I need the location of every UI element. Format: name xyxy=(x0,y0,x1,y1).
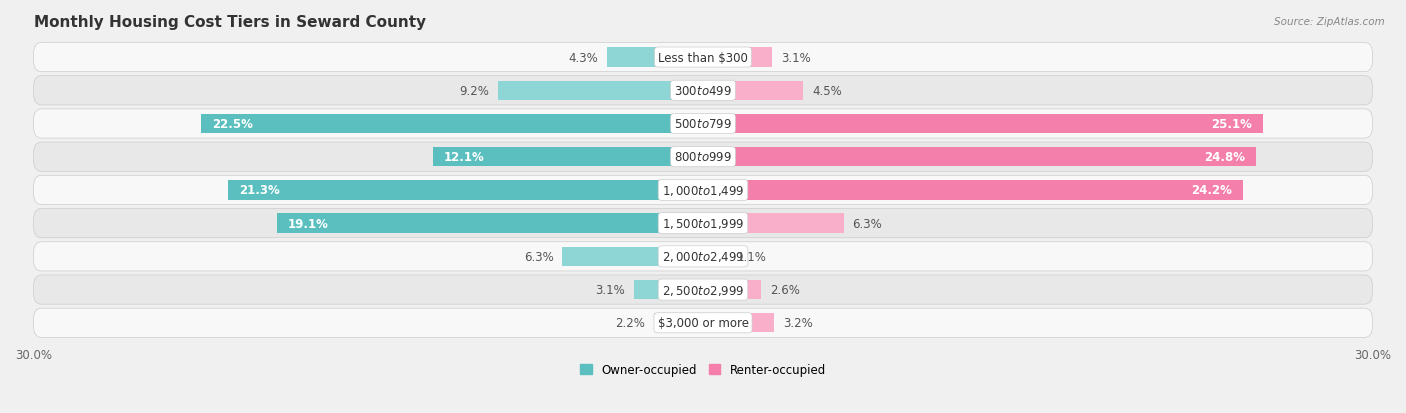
FancyBboxPatch shape xyxy=(34,209,1372,238)
Text: 19.1%: 19.1% xyxy=(288,217,329,230)
Bar xyxy=(607,48,703,67)
Bar xyxy=(703,48,772,67)
Text: 3.1%: 3.1% xyxy=(782,51,811,64)
Text: $800 to $999: $800 to $999 xyxy=(673,151,733,164)
Bar xyxy=(703,214,844,233)
FancyBboxPatch shape xyxy=(34,143,1372,172)
FancyBboxPatch shape xyxy=(34,275,1372,304)
Bar xyxy=(703,247,727,266)
Text: $3,000 or more: $3,000 or more xyxy=(658,316,748,330)
Text: $500 to $799: $500 to $799 xyxy=(673,118,733,131)
Bar xyxy=(228,181,703,200)
Bar xyxy=(654,313,703,332)
Bar xyxy=(703,114,1263,134)
Text: 12.1%: 12.1% xyxy=(444,151,485,164)
Text: $1,000 to $1,499: $1,000 to $1,499 xyxy=(662,183,744,197)
Text: 6.3%: 6.3% xyxy=(852,217,883,230)
Text: 25.1%: 25.1% xyxy=(1211,118,1251,131)
Bar xyxy=(703,313,775,332)
Text: 21.3%: 21.3% xyxy=(239,184,280,197)
Text: 2.6%: 2.6% xyxy=(770,283,800,297)
FancyBboxPatch shape xyxy=(34,309,1372,337)
Text: 6.3%: 6.3% xyxy=(523,250,554,263)
Text: 4.3%: 4.3% xyxy=(568,51,598,64)
FancyBboxPatch shape xyxy=(34,43,1372,73)
Bar xyxy=(562,247,703,266)
Text: 2.2%: 2.2% xyxy=(614,316,645,330)
Bar xyxy=(703,148,1257,167)
Text: 22.5%: 22.5% xyxy=(212,118,253,131)
Text: $2,500 to $2,999: $2,500 to $2,999 xyxy=(662,283,744,297)
Text: 24.2%: 24.2% xyxy=(1191,184,1232,197)
Text: 3.1%: 3.1% xyxy=(595,283,624,297)
Bar xyxy=(703,181,1243,200)
FancyBboxPatch shape xyxy=(34,176,1372,205)
Bar xyxy=(634,280,703,299)
Legend: Owner-occupied, Renter-occupied: Owner-occupied, Renter-occupied xyxy=(576,360,830,380)
Bar xyxy=(277,214,703,233)
Bar xyxy=(498,81,703,101)
FancyBboxPatch shape xyxy=(34,242,1372,271)
Text: Monthly Housing Cost Tiers in Seward County: Monthly Housing Cost Tiers in Seward Cou… xyxy=(34,15,426,30)
Bar xyxy=(703,81,803,101)
Text: $300 to $499: $300 to $499 xyxy=(673,85,733,97)
Text: 9.2%: 9.2% xyxy=(458,85,489,97)
Bar xyxy=(703,280,761,299)
Text: $1,500 to $1,999: $1,500 to $1,999 xyxy=(662,216,744,230)
Text: $2,000 to $2,499: $2,000 to $2,499 xyxy=(662,250,744,264)
Text: 1.1%: 1.1% xyxy=(737,250,766,263)
Text: 3.2%: 3.2% xyxy=(783,316,813,330)
FancyBboxPatch shape xyxy=(34,76,1372,106)
Text: 4.5%: 4.5% xyxy=(813,85,842,97)
Bar xyxy=(201,114,703,134)
Text: Source: ZipAtlas.com: Source: ZipAtlas.com xyxy=(1274,17,1385,26)
Bar xyxy=(433,148,703,167)
Text: Less than $300: Less than $300 xyxy=(658,51,748,64)
FancyBboxPatch shape xyxy=(34,109,1372,139)
Text: 24.8%: 24.8% xyxy=(1205,151,1246,164)
